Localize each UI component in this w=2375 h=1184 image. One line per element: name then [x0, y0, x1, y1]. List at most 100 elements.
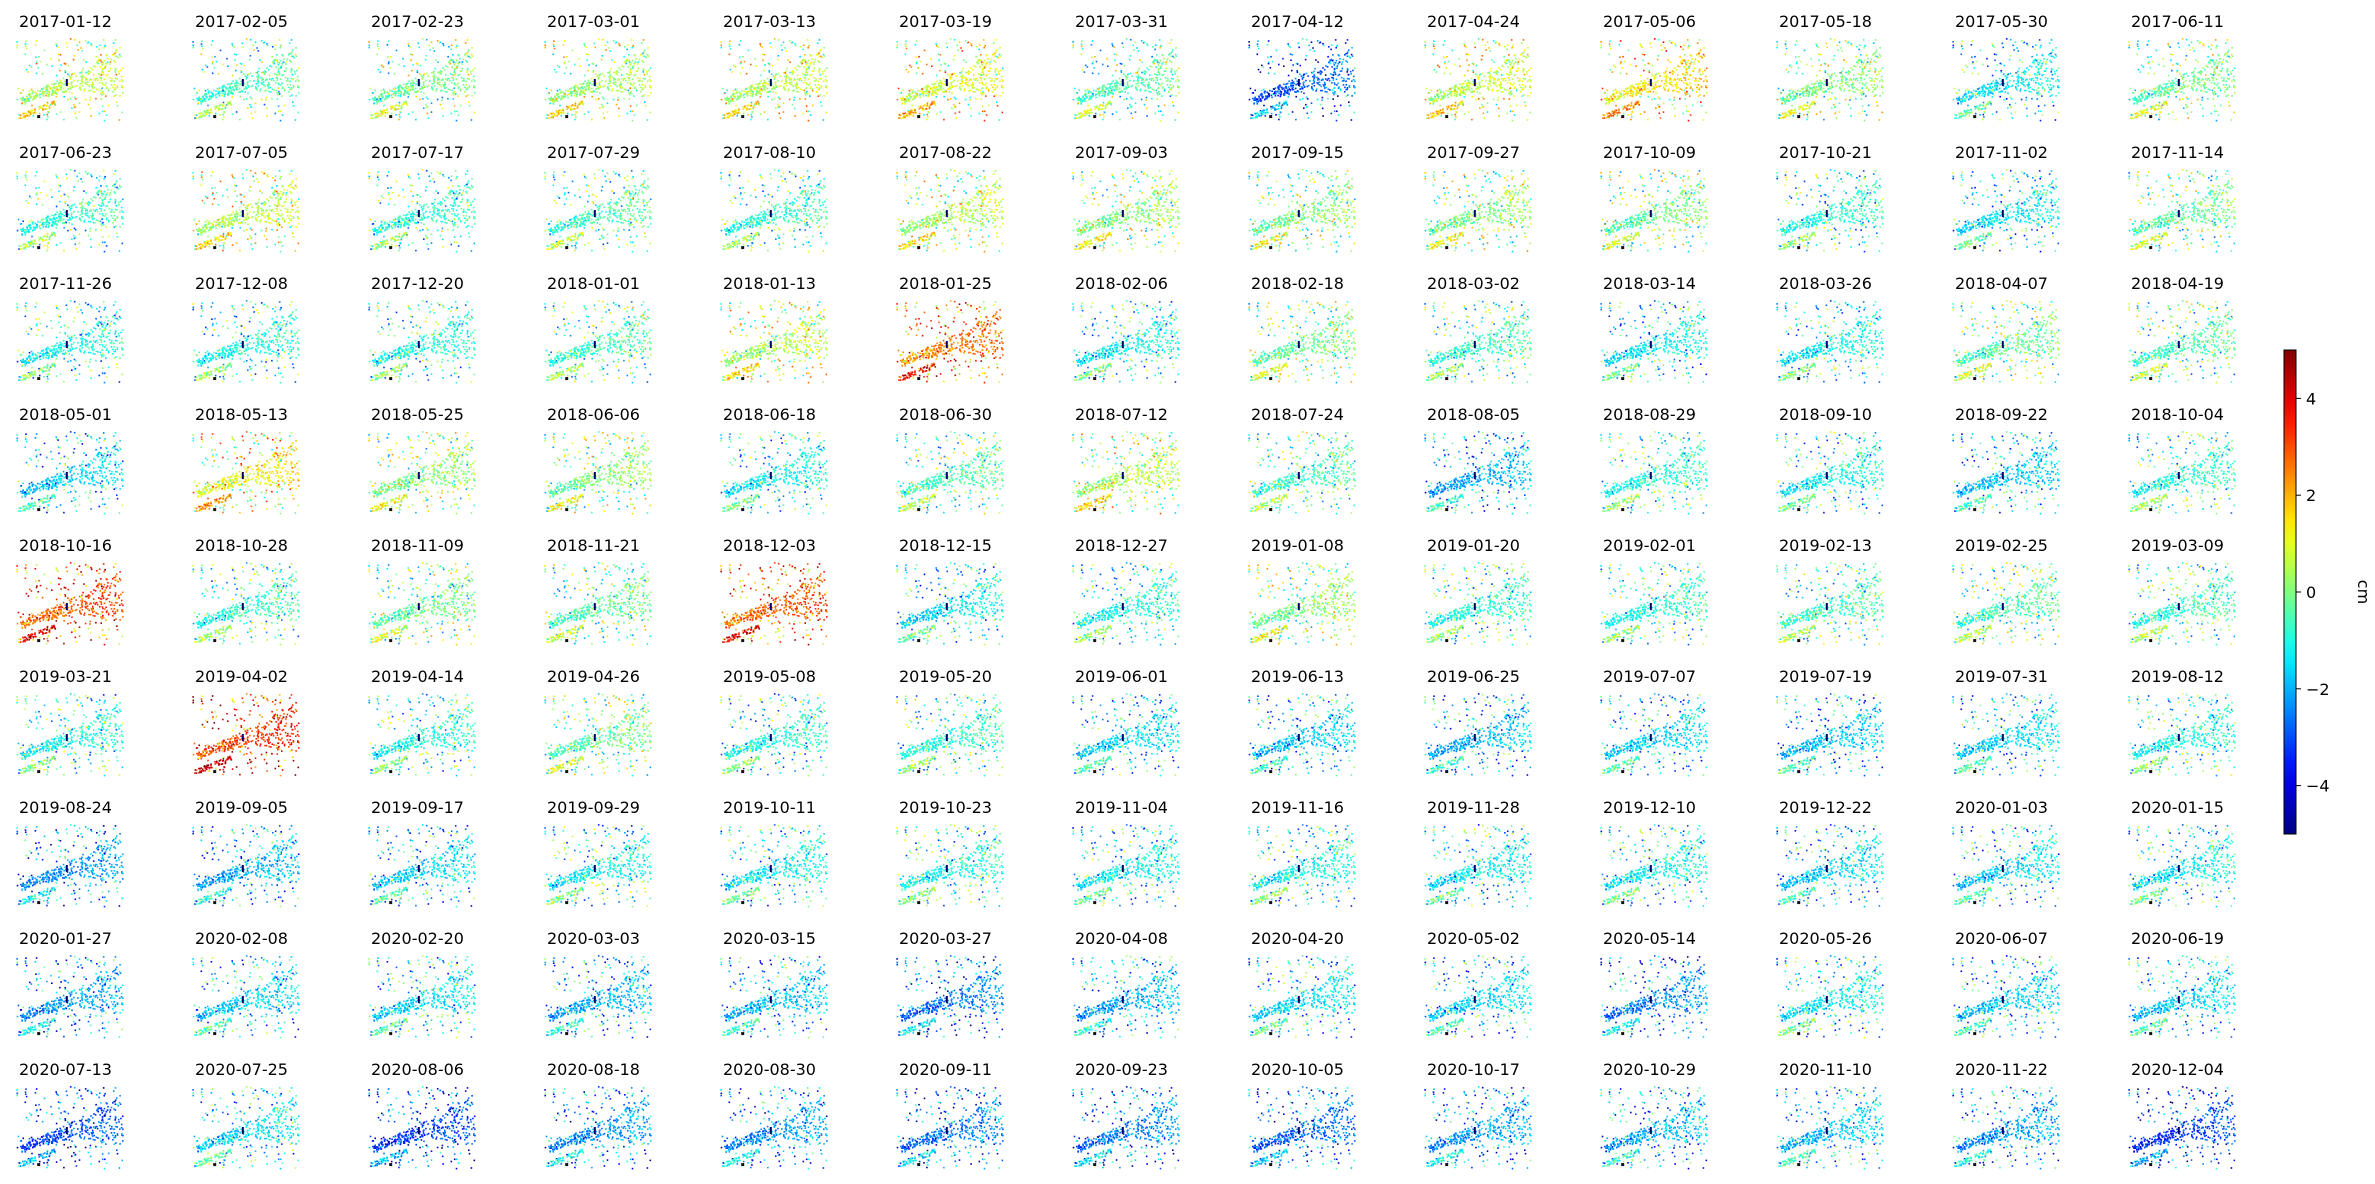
panel-2019-11-28: 2019-11-28: [1424, 798, 1531, 907]
reference-point: [213, 770, 216, 773]
panel-scatter: [1600, 431, 1707, 514]
reference-point: [1093, 246, 1096, 249]
reference-mark: [66, 341, 68, 348]
reference-mark: [66, 472, 68, 479]
panel-title: 2020-07-25: [195, 1060, 288, 1079]
panel-2018-12-03: 2018-12-03: [720, 536, 827, 645]
panel-scatter: [1952, 562, 2059, 645]
panel-2017-09-27: 2017-09-27: [1424, 143, 1531, 252]
reference-mark: [1826, 996, 1828, 1003]
panel-scatter: [368, 300, 475, 383]
panel-title: 2017-05-30: [1955, 12, 2048, 31]
panel-title: 2020-05-02: [1427, 929, 1520, 948]
panel-scatter: [192, 824, 299, 907]
reference-mark: [418, 865, 420, 872]
panel-title: 2019-06-01: [1075, 667, 1168, 686]
panel-2020-10-29: 2020-10-29: [1600, 1060, 1707, 1169]
reference-mark: [594, 996, 596, 1003]
panel-title: 2017-05-18: [1779, 12, 1872, 31]
reference-mark: [946, 734, 948, 741]
panel-title: 2019-01-20: [1427, 536, 1520, 555]
panel-2019-09-17: 2019-09-17: [368, 798, 475, 907]
panel-2017-05-30: 2017-05-30: [1952, 12, 2059, 121]
reference-mark: [1298, 210, 1300, 217]
reference-mark: [2002, 865, 2004, 872]
panel-scatter: [1600, 824, 1707, 907]
panel-title: 2018-05-25: [371, 405, 464, 424]
panel-2020-06-19: 2020-06-19: [2128, 929, 2235, 1038]
panel-scatter: [1424, 693, 1531, 776]
reference-mark: [242, 1127, 244, 1134]
panel-2018-08-05: 2018-08-05: [1424, 405, 1531, 514]
reference-mark: [1826, 1127, 1828, 1134]
panel-scatter: [1424, 1086, 1531, 1169]
panel-scatter: [1776, 169, 1883, 252]
reference-point: [565, 246, 568, 249]
panel-title: 2017-11-14: [2131, 143, 2224, 162]
panel-scatter: [368, 1086, 475, 1169]
panel-scatter: [1248, 562, 1355, 645]
panel-title: 2017-07-05: [195, 143, 288, 162]
reference-point: [741, 1032, 744, 1035]
panel-title: 2019-08-24: [19, 798, 112, 817]
reference-point: [1093, 508, 1096, 511]
panel-title: 2017-08-10: [723, 143, 816, 162]
panel-title: 2017-03-19: [899, 12, 992, 31]
panel-scatter: [1776, 955, 1883, 1038]
panel-2017-04-24: 2017-04-24: [1424, 12, 1531, 121]
reference-point: [917, 377, 920, 380]
panel-2017-12-08: 2017-12-08: [192, 274, 299, 383]
panel-scatter: [1072, 169, 1179, 252]
reference-mark: [2178, 865, 2180, 872]
panel-title: 2019-07-31: [1955, 667, 2048, 686]
panel-2019-09-29: 2019-09-29: [544, 798, 651, 907]
panel-scatter: [1248, 38, 1355, 121]
reference-mark: [1122, 734, 1124, 741]
panel-scatter: [1776, 431, 1883, 514]
reference-point: [2149, 508, 2152, 511]
panel-2017-04-12: 2017-04-12: [1248, 12, 1355, 121]
reference-mark: [1474, 996, 1476, 1003]
panel-scatter: [544, 824, 651, 907]
panel-2018-11-21: 2018-11-21: [544, 536, 651, 645]
panel-2018-06-06: 2018-06-06: [544, 405, 651, 514]
reference-mark: [418, 603, 420, 610]
panel-scatter: [1600, 38, 1707, 121]
panel-2017-06-11: 2017-06-11: [2128, 12, 2235, 121]
panel-2018-03-02: 2018-03-02: [1424, 274, 1531, 383]
panel-2018-02-06: 2018-02-06: [1072, 274, 1179, 383]
reference-point: [1621, 901, 1624, 904]
panel-scatter: [2128, 824, 2235, 907]
reference-mark: [1650, 472, 1652, 479]
panel-2019-04-14: 2019-04-14: [368, 667, 475, 776]
panel-scatter: [1072, 1086, 1179, 1169]
panel-title: 2018-09-10: [1779, 405, 1872, 424]
reference-mark: [2178, 210, 2180, 217]
reference-mark: [418, 996, 420, 1003]
reference-mark: [418, 734, 420, 741]
reference-point: [1621, 115, 1624, 118]
reference-mark: [946, 996, 948, 1003]
panel-scatter: [16, 431, 123, 514]
reference-point: [1973, 770, 1976, 773]
reference-point: [1269, 901, 1272, 904]
panel-2018-01-01: 2018-01-01: [544, 274, 651, 383]
panel-scatter: [1776, 1086, 1883, 1169]
panel-2020-06-07: 2020-06-07: [1952, 929, 2059, 1038]
panel-title: 2017-10-21: [1779, 143, 1872, 162]
panel-scatter: [544, 431, 651, 514]
panel-title: 2017-12-08: [195, 274, 288, 293]
reference-point: [213, 377, 216, 380]
reference-point: [741, 508, 744, 511]
panel-2017-07-29: 2017-07-29: [544, 143, 651, 252]
reference-point: [741, 115, 744, 118]
panel-title: 2019-10-23: [899, 798, 992, 817]
reference-point: [1269, 1163, 1272, 1166]
panel-title: 2018-10-04: [2131, 405, 2224, 424]
panel-scatter: [1952, 1086, 2059, 1169]
reference-point: [1093, 1163, 1096, 1166]
panel-title: 2017-09-15: [1251, 143, 1344, 162]
panel-title: 2019-12-22: [1779, 798, 1872, 817]
